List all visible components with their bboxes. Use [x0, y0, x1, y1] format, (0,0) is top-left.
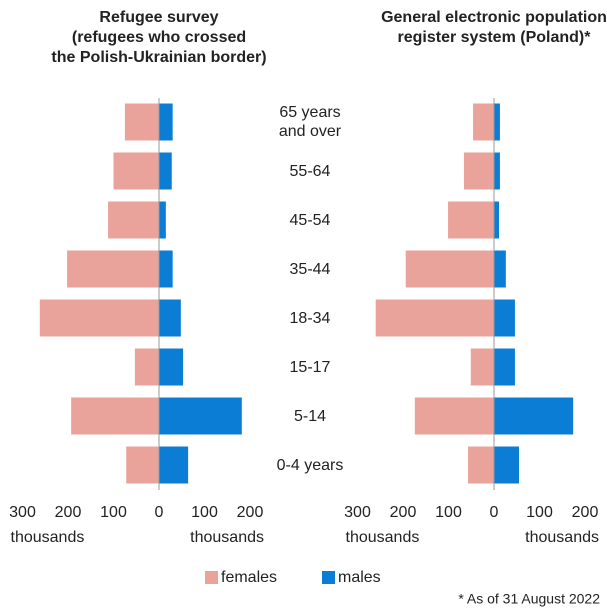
- male-bar: [159, 103, 173, 141]
- female-bar: [39, 299, 159, 337]
- male-bar: [159, 152, 172, 190]
- category-label: 55-64: [289, 162, 331, 180]
- x-tick-label: 200: [572, 504, 599, 521]
- male-bar: [159, 397, 242, 435]
- male-bar: [159, 446, 189, 484]
- x-axis-unit: thousands: [11, 529, 85, 546]
- x-axis-unit: thousands: [346, 529, 420, 546]
- x-axis-unit: thousands: [525, 529, 599, 546]
- x-tick-label: 200: [390, 504, 417, 521]
- female-bar: [113, 152, 159, 190]
- male-bar: [494, 348, 515, 386]
- category-label: 65 years and over: [278, 104, 342, 140]
- x-tick-label: 100: [435, 504, 462, 521]
- female-bar: [124, 103, 159, 141]
- male-bar: [494, 152, 500, 190]
- female-bar: [414, 397, 494, 435]
- female-bar: [470, 348, 494, 386]
- female-bar: [473, 103, 494, 141]
- female-bar: [108, 201, 159, 239]
- category-label: 18-34: [289, 309, 331, 327]
- x-tick-label: 100: [526, 504, 553, 521]
- female-bar: [67, 250, 159, 288]
- male-bar: [159, 250, 173, 288]
- female-bar: [405, 250, 494, 288]
- x-tick-label: 200: [55, 504, 82, 521]
- female-bar: [468, 446, 494, 484]
- category-label: 5-14: [293, 407, 327, 425]
- chart-title: Refugee survey (refugees who crossed the…: [51, 9, 267, 66]
- male-bar: [159, 201, 166, 239]
- x-axis-unit: thousands: [190, 529, 264, 546]
- x-tick-label: 0: [490, 504, 499, 521]
- legend-label: males: [338, 569, 381, 586]
- category-label: 45-54: [289, 211, 331, 229]
- category-label: 15-17: [289, 358, 331, 376]
- female-bar: [463, 152, 494, 190]
- male-bar: [494, 397, 574, 435]
- male-bar: [159, 299, 181, 337]
- x-tick-label: 0: [155, 504, 164, 521]
- footnote: * As of 31 August 2022: [458, 591, 600, 607]
- female-bar: [134, 348, 159, 386]
- female-bar: [375, 299, 494, 337]
- legend-swatch: [205, 571, 218, 584]
- male-bar: [494, 446, 520, 484]
- category-label: 0-4 years: [276, 456, 344, 474]
- male-bar: [494, 103, 500, 141]
- category-label: 35-44: [289, 260, 331, 278]
- x-tick-label: 100: [100, 504, 127, 521]
- male-bar: [494, 250, 506, 288]
- male-bar: [494, 201, 500, 239]
- female-bar: [71, 397, 159, 435]
- male-bar: [494, 299, 515, 337]
- x-tick-label: 100: [191, 504, 218, 521]
- legend-label: females: [221, 569, 277, 586]
- x-tick-label: 200: [237, 504, 264, 521]
- x-tick-label: 300: [9, 504, 36, 521]
- chart-title: General electronic population register s…: [381, 9, 607, 46]
- legend-swatch: [322, 571, 335, 584]
- x-tick-label: 300: [344, 504, 371, 521]
- female-bar: [448, 201, 494, 239]
- female-bar: [126, 446, 159, 484]
- male-bar: [159, 348, 184, 386]
